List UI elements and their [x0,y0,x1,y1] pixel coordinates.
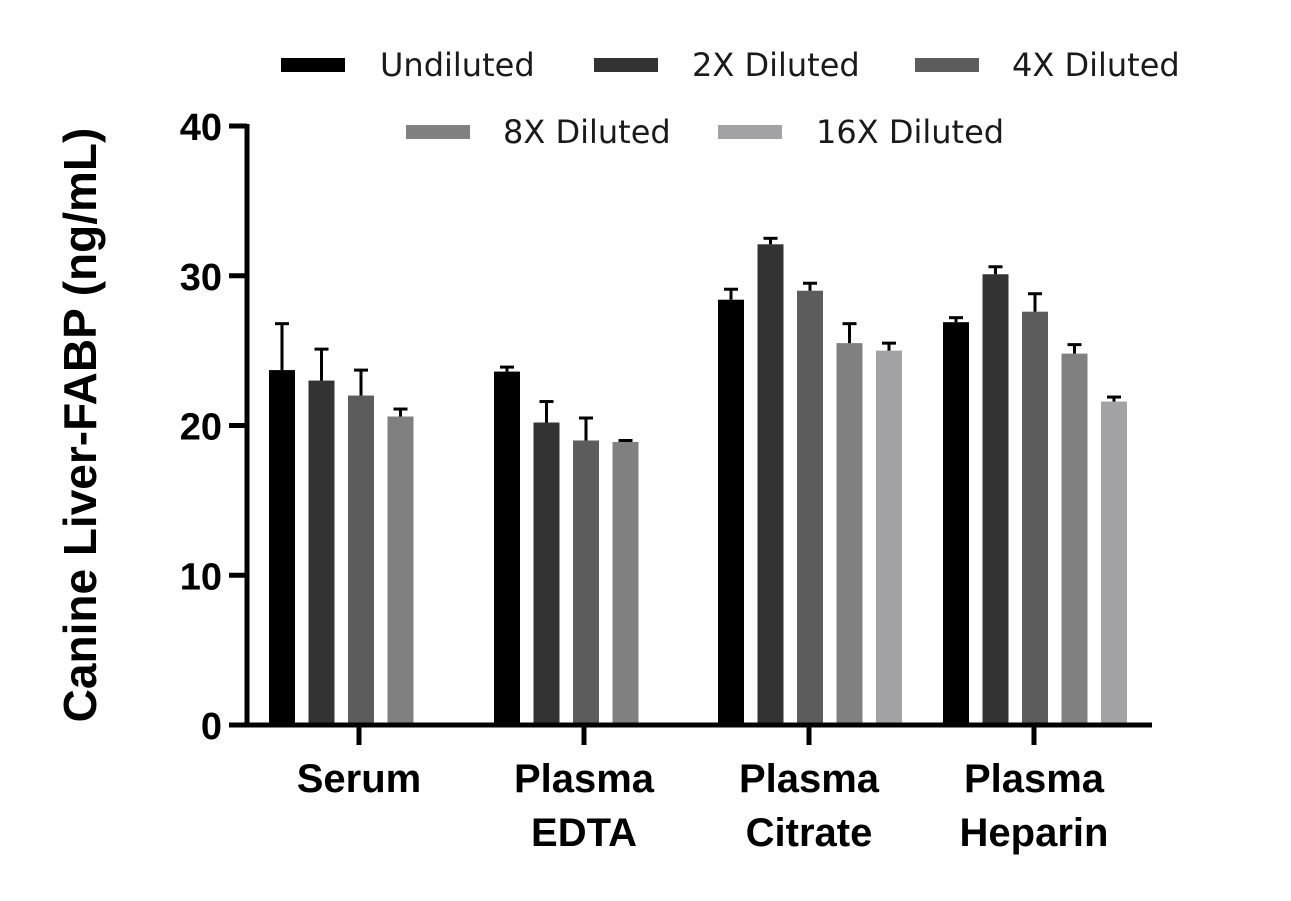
x-category-label: Plasma [964,757,1105,801]
bar [387,416,414,725]
legend-label: 8X Diluted [503,113,671,151]
bar [718,299,744,725]
bar [1022,311,1048,725]
y-tick-label: 0 [201,706,222,748]
x-category-label: Plasma [739,757,880,801]
legend-swatch [406,125,470,139]
legend-label: 4X Diluted [1012,46,1180,84]
x-category-label-line2: EDTA [531,811,637,855]
x-category-label-line2: Heparin [960,811,1109,855]
legend-swatch [915,58,979,72]
bar [308,380,335,725]
bar [612,441,639,725]
bar [494,371,520,725]
legend-swatch [594,58,658,72]
y-axis-title: Canine Liver-FABP (ng/mL) [54,128,106,723]
bar [836,343,863,725]
x-category-label-line2: Citrate [746,811,873,855]
bar [797,290,823,725]
legend-label: 2X Diluted [692,46,860,84]
bars [269,236,1127,726]
y-tick-label: 30 [180,257,222,299]
x-category-label: Plasma [514,757,655,801]
bar [1101,401,1127,725]
y-tick-label: 40 [180,107,222,149]
y-tick-label: 10 [180,556,222,598]
y-tick-label: 20 [180,407,222,449]
legend-swatch [281,58,345,72]
legend: Undiluted 2X Diluted 4X Diluted 8X Diluted 1… [281,46,1180,151]
bar [943,322,969,725]
legend-label: 16X Diluted [816,113,1004,151]
bar [269,370,295,725]
bar [348,395,374,725]
x-category-label: Serum [297,757,422,801]
bar [533,422,560,725]
bar [876,350,902,725]
legend-label: Undiluted [380,46,535,84]
legend-swatch [718,125,782,139]
bar [757,244,784,726]
bar [573,440,599,725]
x-categories: Serum Plasma EDTA Plasma Citrate Plasma Hepari… [297,725,1109,855]
bar [1061,353,1088,725]
bar [982,274,1009,725]
y-ticks: 0 10 20 30 40 [180,107,247,748]
